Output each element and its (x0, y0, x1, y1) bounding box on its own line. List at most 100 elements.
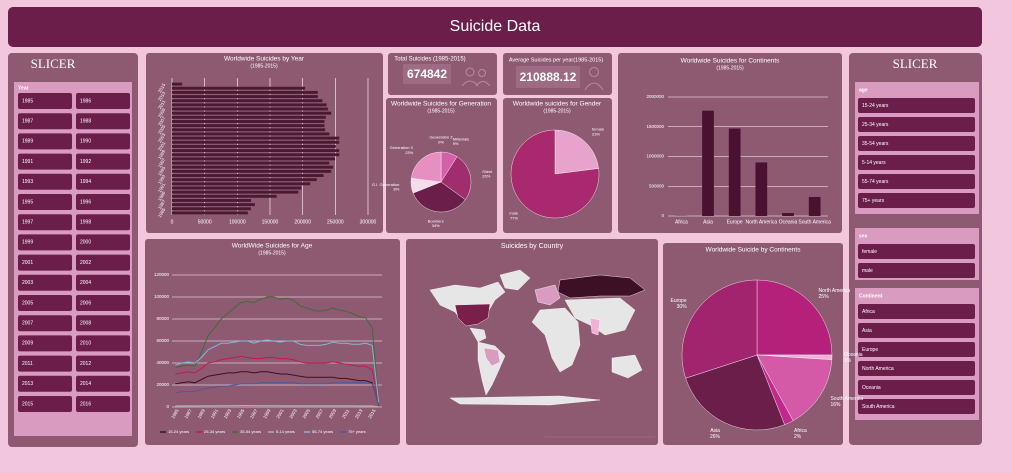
x-tick-label: 150000 (262, 219, 279, 225)
panel (145, 239, 400, 445)
slicer-item: Africa (862, 309, 875, 315)
chart-subtitle: (1985-2015) (258, 250, 286, 256)
slicer-title: SLICER (893, 56, 938, 71)
slicer-item: 1993 (22, 179, 33, 185)
slicer-item: female (862, 249, 877, 255)
pie-value-label: 30% (677, 304, 688, 310)
pie-value-label: 23% (405, 150, 413, 155)
slicer-item: 1996 (80, 199, 91, 205)
bar (172, 137, 339, 140)
y-tick-label: 1500000 (646, 124, 664, 129)
bar (172, 166, 333, 169)
slicer-header: Year (18, 85, 29, 91)
y-tick-label: 500000 (649, 183, 665, 188)
slicer-item: 1998 (80, 220, 91, 226)
pie-value-label: 77% (510, 215, 518, 220)
slicer-item: 2011 (22, 361, 33, 367)
bar (729, 129, 741, 216)
y-tick-label: 80000 (156, 316, 169, 321)
bar (172, 95, 318, 98)
chart-subtitle: (1985-2015) (250, 63, 278, 69)
pie-value-label: 0% (438, 139, 444, 144)
y-tick-label: 100000 (154, 294, 170, 299)
slicer-item: 1991 (22, 159, 33, 165)
bar (172, 116, 326, 119)
card-value: 210888.12 (520, 70, 577, 84)
pie-value-label: 8% (394, 187, 400, 192)
slicer-button[interactable] (858, 304, 975, 319)
card-title: Average Suicides per year(1985-2015) (509, 57, 604, 63)
bar (172, 157, 335, 160)
x-tick-label: Asia (703, 219, 713, 225)
pie-value-label: 9% (453, 141, 459, 146)
bar (172, 211, 248, 214)
y-tick-label: 60000 (156, 338, 169, 343)
x-tick-label: 0 (171, 219, 174, 225)
x-tick-label: 250000 (327, 219, 344, 225)
bar (782, 213, 794, 216)
bar (172, 149, 339, 152)
x-tick-label: 300000 (360, 219, 377, 225)
y-tick-label: 20000 (156, 382, 169, 387)
slicer-item: 1988 (80, 119, 91, 125)
slicer-item: 1994 (80, 179, 91, 185)
x-tick-label: 200000 (294, 219, 311, 225)
slicer-button[interactable] (858, 323, 975, 338)
bar (172, 187, 301, 190)
slicer-item: 55-74 years (862, 179, 889, 185)
pie-value-label: 16% (830, 402, 841, 408)
bar (172, 145, 336, 148)
x-tick-label: Europe (727, 219, 743, 225)
x-tick-label: Oceania (779, 219, 798, 225)
legend-label: 55-74 years (312, 429, 333, 434)
slicer-item: 15-24 years (862, 103, 889, 109)
slicer-item: 2001 (22, 260, 33, 266)
slicer-item: 25-34 years (862, 122, 889, 128)
slicer-item: Asia (862, 328, 872, 334)
legend-label: 25-34 years (204, 429, 225, 434)
page-title: Suicide Data (450, 18, 541, 35)
slicer-item: 1989 (22, 139, 33, 145)
bar (172, 153, 339, 156)
card-value: 674842 (407, 67, 447, 81)
bar (172, 132, 329, 135)
bar (172, 174, 324, 177)
chart-title: WorldWide Suicides for Age (232, 243, 313, 250)
pie-value-label: 1% (844, 358, 852, 364)
slicer-item: 2007 (22, 321, 33, 327)
slicer-header: Continent (859, 293, 883, 299)
slicer-item: 1997 (22, 220, 33, 226)
slicer-item: 2002 (80, 260, 91, 266)
x-tick-label: South America (798, 219, 831, 225)
slicer-item: North America (862, 366, 894, 372)
bar (172, 207, 251, 210)
slicer-item: 2003 (22, 280, 33, 286)
bar (702, 111, 714, 216)
chart-title: Worldwide Suicides by Year (224, 56, 305, 63)
bar (172, 91, 318, 94)
card-title: Total Suicides (1985-2015) (394, 57, 465, 63)
bar (172, 162, 329, 165)
x-tick-label: 100000 (229, 219, 246, 225)
bar (172, 120, 324, 123)
legend-label: 15-24 years (168, 429, 189, 434)
bar (172, 103, 327, 106)
chart-subtitle: (1985-2015) (716, 65, 744, 71)
map-title: Suicides by Country (501, 243, 564, 250)
y-tick-label: 40000 (156, 360, 169, 365)
slicer-item: 2012 (80, 361, 91, 367)
slicer-item: 1985 (22, 98, 33, 104)
bar (172, 83, 182, 86)
slicer-button[interactable] (858, 263, 975, 278)
slicer-item: Oceania (862, 385, 881, 391)
slicer-header: sex (859, 233, 868, 239)
slicer-item: 2013 (22, 381, 33, 387)
pie-value-label: 26% (482, 174, 490, 179)
slicer-item: 2000 (80, 240, 91, 246)
bar (172, 124, 324, 127)
bar (172, 178, 317, 181)
chart-subtitle: (1985-2015) (543, 108, 571, 114)
bar (172, 203, 255, 206)
slicer-item: 2004 (80, 280, 91, 286)
